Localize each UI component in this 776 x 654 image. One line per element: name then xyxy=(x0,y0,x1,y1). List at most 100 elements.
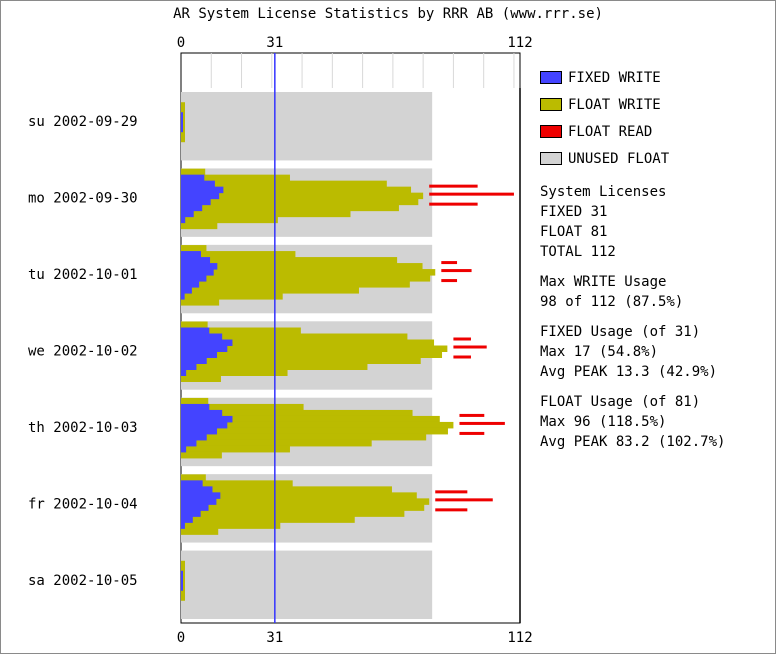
stats-float-usage: FLOAT Usage (of 81) Max 96 (118.5%) Avg … xyxy=(540,392,772,452)
legend-swatch xyxy=(540,98,562,111)
float-write-bar xyxy=(181,474,206,481)
float-write-bar xyxy=(181,451,222,459)
legend-swatch xyxy=(540,152,562,165)
x-tick-label: 112 xyxy=(507,35,532,51)
stat-heading: FIXED Usage (of 31) xyxy=(540,324,701,340)
float-write-bar xyxy=(181,375,221,382)
x-tick-label: 31 xyxy=(266,630,283,646)
float-write-bar xyxy=(181,257,398,264)
legend-item-float-read: FLOAT READ xyxy=(540,118,772,145)
fixed-write-bar xyxy=(181,174,205,182)
fixed-write-bar xyxy=(181,192,220,200)
stat-heading: Max WRITE Usage xyxy=(540,274,667,290)
float-write-bar xyxy=(181,245,207,252)
float-read-bar xyxy=(435,490,468,494)
float-write-bar xyxy=(181,510,405,517)
float-write-bar xyxy=(181,281,410,288)
float-write-bar xyxy=(181,192,424,200)
fixed-write-bar xyxy=(181,345,228,352)
float-write-bar xyxy=(181,251,296,258)
float-write-bar xyxy=(181,222,218,230)
fixed-write-bar xyxy=(181,327,210,334)
float-write-bar xyxy=(181,345,448,352)
fixed-write-bar xyxy=(181,216,186,224)
float-write-bar xyxy=(181,321,208,328)
fixed-write-bar xyxy=(181,421,228,429)
day-label: th 2002-10-03 xyxy=(28,420,138,436)
legend-swatch xyxy=(540,125,562,138)
stat-line: TOTAL 112 xyxy=(540,244,616,260)
fixed-write-bar xyxy=(181,275,207,282)
float-write-bar xyxy=(181,275,431,282)
float-read-bar xyxy=(429,184,478,188)
fixed-write-bar xyxy=(181,369,187,376)
fixed-write-bar xyxy=(181,516,193,523)
float-read-bar xyxy=(435,498,493,502)
bars-group xyxy=(181,92,514,619)
stat-line: Avg PEAK 83.2 (102.7%) xyxy=(540,434,726,450)
fixed-write-bar xyxy=(181,263,218,270)
float-write-bar xyxy=(181,186,412,194)
fixed-write-bar xyxy=(181,186,224,194)
fixed-write-bar xyxy=(181,198,211,206)
fixed-write-bar xyxy=(181,403,210,411)
float-write-bar xyxy=(181,369,288,376)
float-read-bar xyxy=(441,269,472,273)
unused-float-bar xyxy=(181,550,433,619)
fixed-write-bar xyxy=(181,204,203,212)
fixed-write-bar xyxy=(181,287,192,294)
day-labels: su 2002-09-29 mo 2002-09-30 tu 2002-10-01 w… xyxy=(28,114,138,589)
x-tick-label: 0 xyxy=(177,630,185,646)
float-write-bar xyxy=(181,293,283,300)
stat-line: FIXED 31 xyxy=(540,204,608,220)
float-read-bar xyxy=(459,431,485,435)
float-write-bar xyxy=(181,180,387,188)
stat-line: 98 of 112 (87.5%) xyxy=(540,294,684,310)
float-read-bar xyxy=(441,261,458,265)
fixed-write-bar xyxy=(181,445,187,453)
fixed-write-bar xyxy=(181,293,185,300)
legend-label: FIXED WRITE xyxy=(568,69,661,86)
fixed-write-bar xyxy=(181,281,200,288)
legend-label: FLOAT WRITE xyxy=(568,96,661,113)
top-axis-ticks: 0 31 112 xyxy=(177,35,533,51)
float-write-bar xyxy=(181,498,430,505)
legend-item-fixed-write: FIXED WRITE xyxy=(540,64,772,91)
fixed-write-bar xyxy=(181,486,213,493)
float-write-bar xyxy=(181,216,278,224)
float-write-bar xyxy=(181,198,419,206)
float-write-bar xyxy=(181,351,443,358)
fixed-write-bar xyxy=(181,409,223,417)
stat-line: Max 96 (118.5%) xyxy=(540,414,667,430)
stat-heading: FLOAT Usage (of 81) xyxy=(540,394,701,410)
fixed-write-bar xyxy=(181,210,194,218)
float-read-bar xyxy=(429,202,478,206)
fixed-write-bar xyxy=(181,510,201,517)
legend-label: FLOAT READ xyxy=(568,123,653,140)
fixed-write-bar xyxy=(181,504,209,511)
float-read-bar xyxy=(453,337,471,341)
legend: FIXED WRITE FLOAT WRITE FLOAT READ UNUSE… xyxy=(540,64,772,452)
legend-item-float-write: FLOAT WRITE xyxy=(540,91,772,118)
unused-float-bar xyxy=(181,92,433,161)
float-write-bar xyxy=(181,522,281,529)
x-tick-label: 0 xyxy=(177,35,185,51)
float-read-bar xyxy=(453,345,487,349)
stats-max-write: Max WRITE Usage 98 of 112 (87.5%) xyxy=(540,272,772,312)
float-write-bar xyxy=(181,516,355,523)
fixed-write-bar xyxy=(181,357,207,364)
float-write-bar xyxy=(181,433,427,441)
fixed-write-bar xyxy=(181,570,183,591)
fixed-write-bar xyxy=(181,251,201,258)
float-read-bar xyxy=(453,355,471,359)
fixed-write-bar xyxy=(181,522,185,529)
float-write-bar xyxy=(181,210,351,218)
bottom-axis-ticks: 0 31 112 xyxy=(177,630,533,646)
x-tick-label: 31 xyxy=(266,35,283,51)
stats-fixed-usage: FIXED Usage (of 31) Max 17 (54.8%) Avg P… xyxy=(540,322,772,382)
float-write-bar xyxy=(181,168,206,176)
float-write-bar xyxy=(181,263,423,270)
float-write-bar xyxy=(181,504,425,511)
day-label: su 2002-09-29 xyxy=(28,114,138,130)
float-read-bar xyxy=(459,421,505,425)
